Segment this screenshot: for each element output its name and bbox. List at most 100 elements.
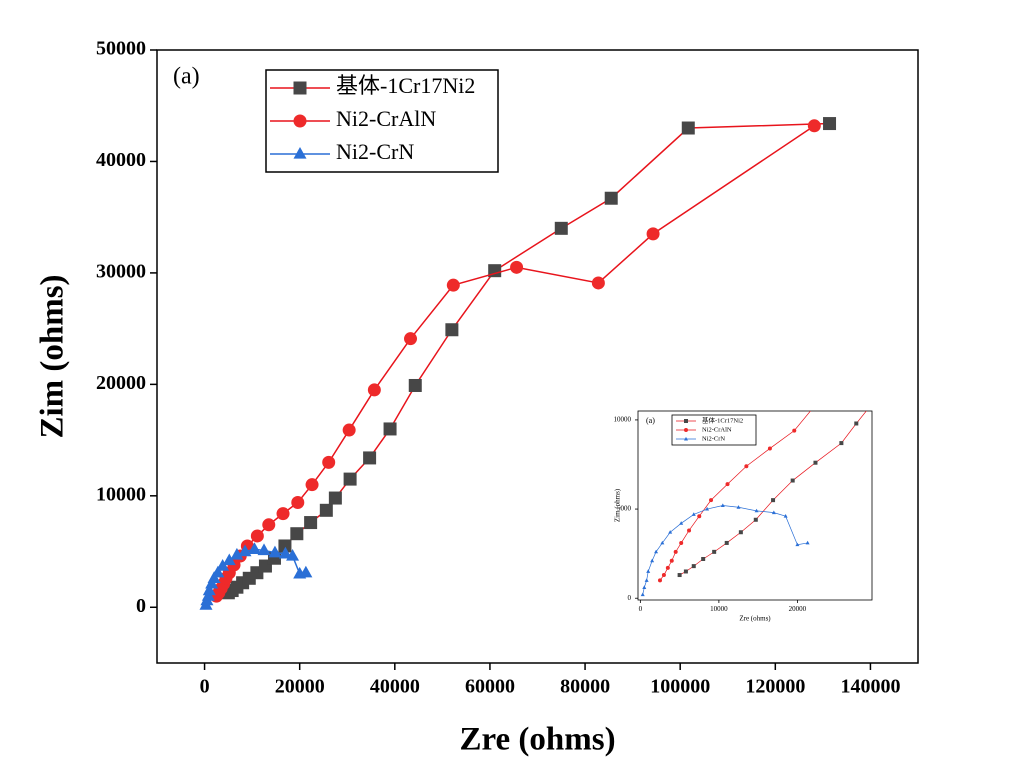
y-tick-label: 0	[628, 594, 632, 602]
legend-label: Ni2-CrN	[702, 435, 725, 442]
legend-label: Ni2-CrAlN	[702, 426, 732, 433]
marker	[343, 472, 357, 486]
marker	[986, 241, 990, 245]
marker	[754, 508, 759, 513]
marker	[771, 510, 776, 515]
marker	[646, 227, 660, 241]
marker	[268, 545, 282, 558]
x-tick-label: 100000	[650, 676, 710, 698]
marker	[684, 436, 688, 441]
y-tick-label: 40000	[96, 149, 146, 171]
marker	[278, 546, 292, 559]
plot-area	[199, 117, 837, 610]
marker	[328, 491, 342, 505]
marker	[805, 540, 810, 545]
marker	[790, 478, 795, 483]
marker	[319, 503, 333, 517]
marker	[677, 573, 682, 578]
x-tick-label: 40000	[370, 676, 420, 698]
marker	[712, 549, 717, 554]
marker	[222, 553, 236, 566]
marker	[783, 514, 788, 518]
marker	[945, 311, 949, 315]
y-axis-label: Zim (ohms)	[35, 274, 71, 438]
marker	[697, 514, 702, 519]
marker	[238, 544, 252, 557]
marker	[446, 278, 460, 292]
marker	[691, 512, 696, 516]
marker	[792, 428, 797, 433]
marker	[342, 423, 356, 437]
marker	[679, 540, 684, 545]
marker	[262, 518, 276, 532]
marker	[684, 428, 688, 432]
marker	[687, 528, 692, 533]
marker	[661, 573, 666, 578]
marker	[660, 540, 665, 545]
marker	[657, 578, 662, 583]
marker	[286, 548, 300, 561]
marker	[293, 81, 307, 95]
marker	[724, 540, 729, 545]
marker	[554, 221, 568, 235]
marker	[839, 441, 844, 446]
y-tick-label: 50000	[96, 38, 146, 60]
marker	[383, 422, 397, 436]
x-tick-label: 60000	[465, 676, 515, 698]
marker	[668, 530, 673, 534]
marker	[683, 569, 688, 574]
annotation: (a)	[646, 416, 655, 425]
legend-label: 基体-1Cr17Ni2	[336, 73, 475, 98]
marker	[510, 260, 524, 274]
marker	[304, 516, 318, 530]
marker	[278, 539, 292, 553]
marker	[250, 529, 264, 543]
marker	[720, 503, 725, 507]
marker	[322, 455, 336, 469]
annotation: (a)	[173, 64, 200, 90]
x-tick-label: 80000	[560, 676, 610, 698]
marker	[367, 383, 381, 397]
marker	[854, 421, 859, 426]
marker	[211, 565, 225, 578]
marker	[795, 542, 800, 547]
marker	[305, 478, 319, 492]
marker	[679, 521, 684, 525]
marker	[673, 549, 678, 554]
x-tick-label: 140000	[840, 676, 900, 698]
marker	[744, 464, 749, 469]
marker	[202, 583, 216, 596]
legend-label: Ni2-CrAlN	[336, 106, 436, 131]
y-axis-label: Zim (ohms)	[614, 488, 622, 522]
marker	[445, 323, 459, 337]
legend-label: 基体-1Cr17Ni2	[702, 415, 743, 424]
marker	[919, 249, 923, 253]
series-line	[642, 505, 808, 595]
marker	[669, 558, 674, 563]
marker	[767, 446, 772, 451]
marker	[813, 460, 818, 465]
x-tick-label: 120000	[745, 676, 805, 698]
legend-label: Ni2-CrN	[336, 139, 414, 164]
y-tick-label: 0	[136, 595, 146, 617]
marker	[293, 146, 307, 159]
x-tick-label: 0	[200, 676, 210, 698]
marker	[363, 451, 377, 465]
y-tick-label: 10000	[96, 483, 146, 505]
marker	[257, 543, 271, 556]
x-tick-label: 20000	[275, 676, 325, 698]
marker	[701, 556, 706, 561]
marker	[591, 276, 605, 290]
marker	[650, 558, 655, 563]
marker	[293, 114, 307, 128]
marker	[684, 419, 688, 423]
marker	[807, 119, 821, 133]
x-tick-label: 20000	[789, 605, 807, 613]
marker	[654, 549, 659, 554]
marker	[736, 505, 741, 509]
x-axis-label: Zre (ohms)	[459, 722, 615, 758]
marker	[753, 517, 758, 522]
marker	[642, 585, 647, 589]
y-tick-label: 20000	[96, 372, 146, 394]
marker	[771, 498, 776, 503]
